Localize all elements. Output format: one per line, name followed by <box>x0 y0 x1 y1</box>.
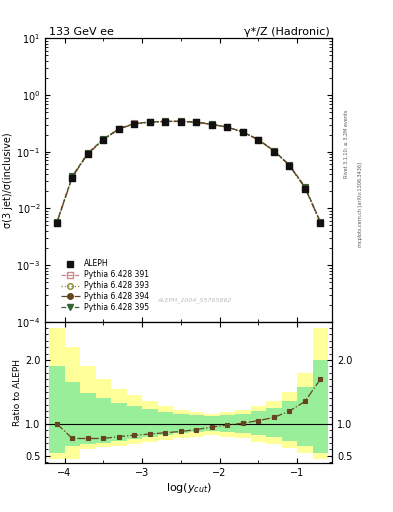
Text: ALEPH_2004_S5765862: ALEPH_2004_S5765862 <box>157 297 231 303</box>
Point <box>193 118 200 126</box>
Point <box>100 136 107 144</box>
Text: mcplots.cern.ch [arXiv:1306.3436]: mcplots.cern.ch [arXiv:1306.3436] <box>358 162 363 247</box>
Point <box>131 120 138 128</box>
Point <box>255 136 262 144</box>
Point <box>271 147 277 156</box>
Point <box>54 219 60 227</box>
X-axis label: log($y_{cut}$): log($y_{cut}$) <box>166 481 211 495</box>
Text: Rivet 3.1.10; ≥ 3.2M events: Rivet 3.1.10; ≥ 3.2M events <box>344 109 349 178</box>
Point <box>178 118 184 126</box>
Point <box>147 118 153 126</box>
Y-axis label: σ(3 jet)/σ(inclusive): σ(3 jet)/σ(inclusive) <box>4 132 13 228</box>
Text: γ*/Z (Hadronic): γ*/Z (Hadronic) <box>244 27 330 37</box>
Point <box>286 162 292 170</box>
Point <box>302 185 308 193</box>
Point <box>317 219 323 227</box>
Point <box>240 128 246 136</box>
Point <box>116 125 122 133</box>
Point <box>209 121 215 129</box>
Point <box>162 118 169 126</box>
Y-axis label: Ratio to ALEPH: Ratio to ALEPH <box>13 359 22 426</box>
Point <box>224 123 231 132</box>
Text: 133 GeV ee: 133 GeV ee <box>49 27 114 37</box>
Legend: ALEPH, Pythia 6.428 391, Pythia 6.428 393, Pythia 6.428 394, Pythia 6.428 395: ALEPH, Pythia 6.428 391, Pythia 6.428 39… <box>58 257 152 315</box>
Point <box>69 174 75 182</box>
Point <box>85 150 91 158</box>
